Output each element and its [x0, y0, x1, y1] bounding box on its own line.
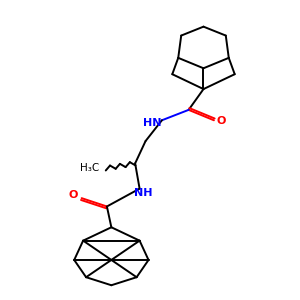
Text: NH: NH	[134, 188, 152, 198]
Text: H₃C: H₃C	[80, 164, 100, 173]
Text: O: O	[216, 116, 226, 126]
Text: HN: HN	[143, 118, 162, 128]
Text: O: O	[69, 190, 78, 200]
